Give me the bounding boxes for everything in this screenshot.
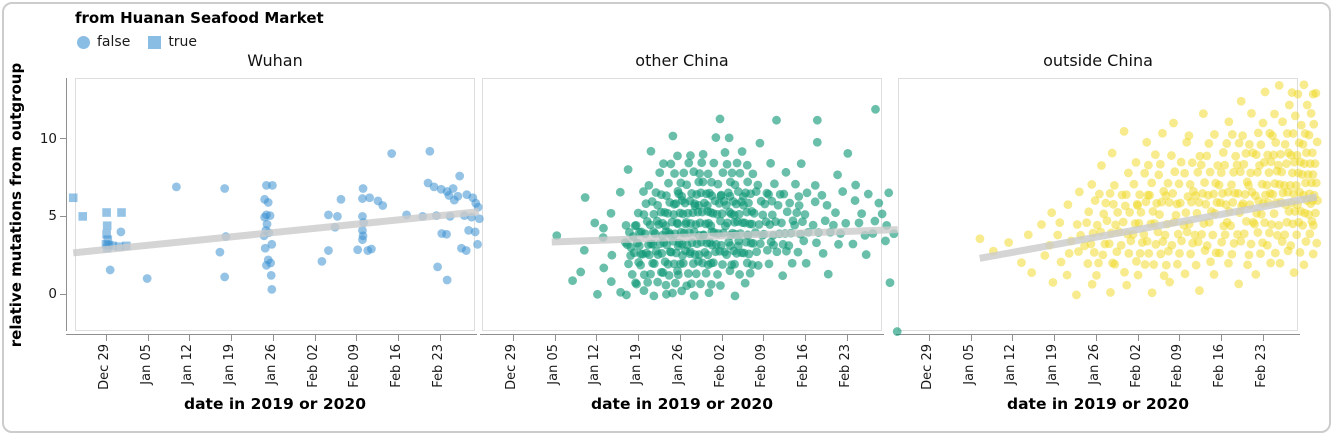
x-axis-title: date in 2019 or 2020 bbox=[184, 395, 366, 413]
square-swatch-icon bbox=[148, 35, 162, 49]
x-axis-tick bbox=[929, 335, 930, 341]
y-axis-tick bbox=[60, 138, 66, 140]
y-axis-tick-label: 5 bbox=[48, 208, 57, 225]
x-axis-tick bbox=[106, 335, 107, 341]
facet-panel bbox=[482, 78, 882, 331]
x-axis-tick bbox=[1054, 335, 1056, 341]
x-axis-tick bbox=[1012, 335, 1014, 341]
facet-panel bbox=[898, 78, 1298, 331]
y-axis-tick-label: 10 bbox=[39, 130, 57, 147]
x-axis-line bbox=[480, 334, 884, 335]
legend-title: from Huanan Seafood Market bbox=[75, 9, 324, 27]
y-axis-tick bbox=[60, 215, 66, 217]
x-axis-tick bbox=[554, 335, 556, 341]
x-axis-tick bbox=[356, 335, 358, 341]
y-axis-line bbox=[66, 78, 67, 331]
x-axis-tick bbox=[1221, 335, 1223, 341]
x-axis-tick bbox=[596, 335, 598, 341]
legend-item-true[interactable]: true bbox=[148, 34, 197, 50]
x-axis-tick bbox=[1262, 335, 1264, 341]
y-axis-tick-label: 0 bbox=[48, 286, 57, 302]
x-axis-tick bbox=[763, 335, 765, 341]
facet-panel bbox=[75, 78, 475, 331]
circle-swatch-icon bbox=[77, 35, 90, 49]
legend: from Huanan Seafood Market false true bbox=[75, 9, 324, 50]
legend-item-false[interactable]: false bbox=[77, 34, 130, 50]
x-axis-tick bbox=[513, 335, 514, 341]
x-axis-tick bbox=[1137, 335, 1139, 341]
x-axis-tick bbox=[272, 335, 274, 341]
x-axis-tick bbox=[721, 335, 723, 341]
x-axis-tick bbox=[398, 335, 400, 341]
x-axis-tick bbox=[314, 335, 316, 341]
panel-title: outside China bbox=[1043, 51, 1153, 70]
x-axis-title: date in 2019 or 2020 bbox=[591, 395, 773, 413]
x-axis-tick bbox=[805, 335, 807, 341]
panel-title: Wuhan bbox=[247, 51, 303, 70]
y-axis-title: relative mutations from outgroup bbox=[7, 62, 25, 348]
x-axis-tick bbox=[679, 335, 681, 341]
x-axis-tick bbox=[439, 335, 441, 341]
x-axis-tick bbox=[638, 335, 640, 341]
x-axis-title: date in 2019 or 2020 bbox=[1007, 395, 1189, 413]
panel-title: other China bbox=[635, 51, 729, 70]
x-axis-tick bbox=[189, 335, 191, 341]
x-axis-tick bbox=[846, 335, 848, 341]
legend-items: false true bbox=[77, 34, 324, 50]
x-axis-line bbox=[896, 334, 1300, 335]
x-axis-tick bbox=[231, 335, 233, 341]
x-axis-tick bbox=[1095, 335, 1097, 341]
x-axis-tick bbox=[147, 335, 149, 341]
x-axis-line bbox=[66, 334, 477, 335]
legend-label-false: false bbox=[97, 34, 131, 50]
x-axis-tick bbox=[970, 335, 972, 341]
x-axis-tick bbox=[1179, 335, 1181, 341]
legend-label-true: true bbox=[168, 34, 198, 50]
y-axis-tick bbox=[60, 293, 66, 295]
